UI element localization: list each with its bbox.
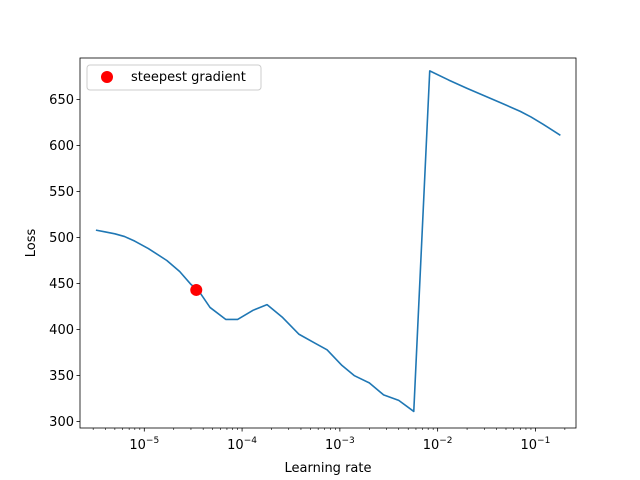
series-layer xyxy=(95,70,561,413)
y-tick-label: 650 xyxy=(49,93,74,108)
y-tick-label: 300 xyxy=(49,415,74,430)
steepest-gradient-point xyxy=(190,283,203,296)
x-tick-label: 10−1 xyxy=(521,436,551,453)
y-tick-label: 500 xyxy=(49,231,74,246)
y-tick-label: 350 xyxy=(49,369,74,384)
x-axis-ticks: 10−5 10−4 10−3 10−2 10−1 xyxy=(92,428,566,453)
legend-marker xyxy=(101,71,113,83)
legend: steepest gradient xyxy=(86,64,262,91)
y-tick-label: 600 xyxy=(49,139,74,154)
legend-box xyxy=(86,64,262,91)
series-line-loss xyxy=(95,70,561,413)
y-tick-label: 550 xyxy=(49,185,74,200)
plot-frame xyxy=(79,57,577,429)
y-axis-ticks: 300 350 400 450 500 550 600 650 xyxy=(49,93,80,430)
x-axis-label: Learning rate xyxy=(285,461,372,476)
x-tick-label: 10−2 xyxy=(423,436,453,453)
y-axis-label: Loss xyxy=(24,229,39,258)
x-tick-label: 10−4 xyxy=(227,436,257,453)
x-tick-label: 10−5 xyxy=(129,436,159,453)
y-tick-label: 400 xyxy=(49,323,74,338)
annotation-layer xyxy=(190,283,203,296)
plot-area xyxy=(80,58,576,428)
x-tick-label: 10−3 xyxy=(325,436,355,453)
legend-label: steepest gradient xyxy=(131,70,246,85)
y-tick-label: 450 xyxy=(49,277,74,292)
